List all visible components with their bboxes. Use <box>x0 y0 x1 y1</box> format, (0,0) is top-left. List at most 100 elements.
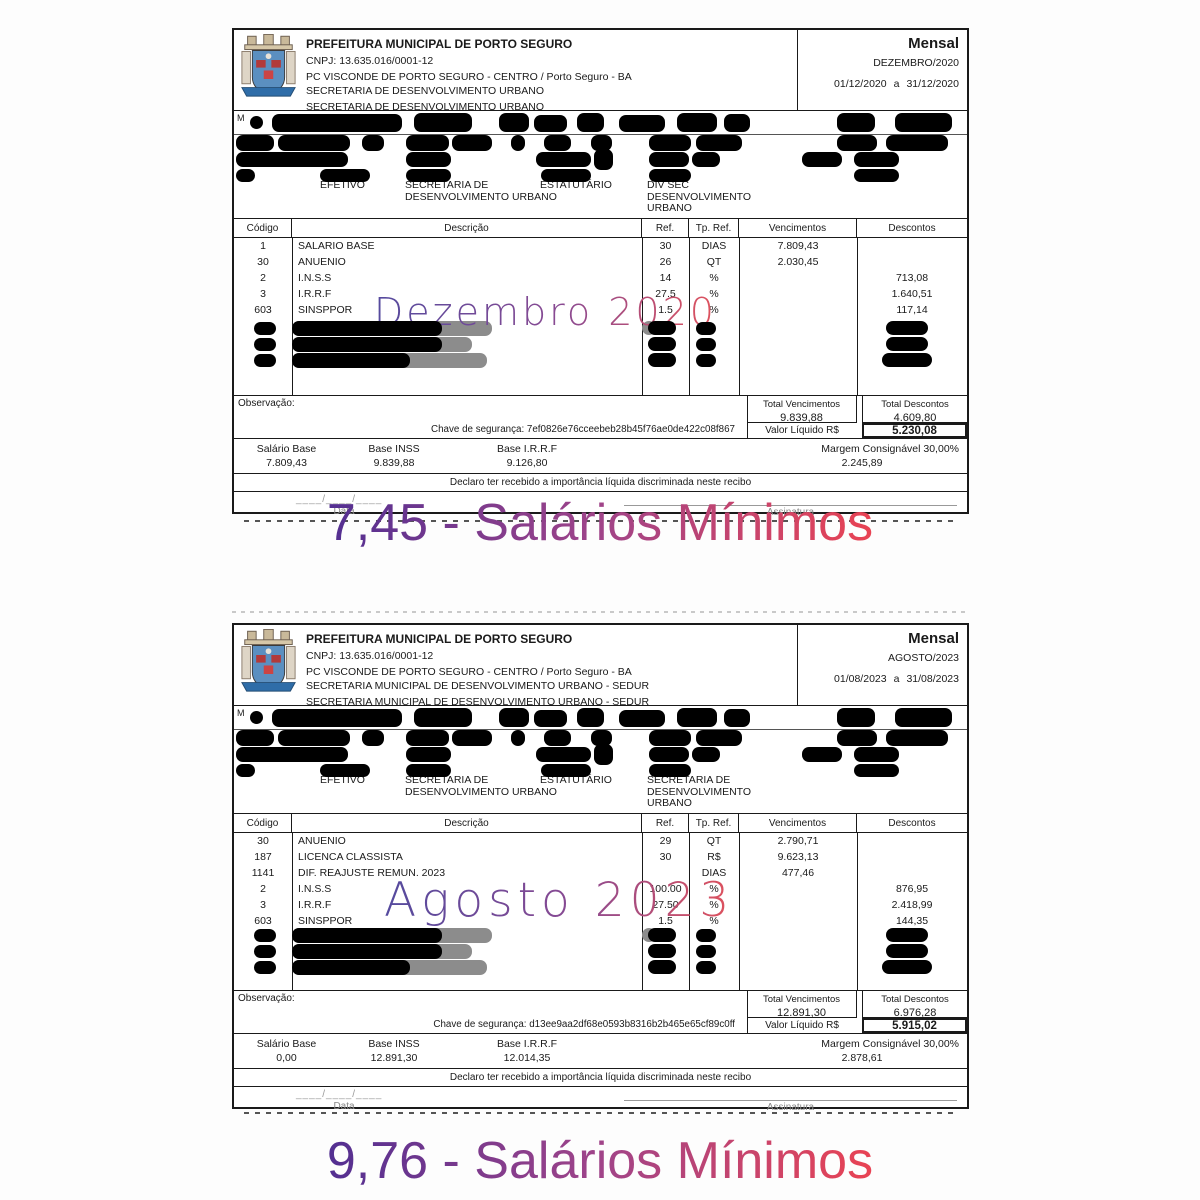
row-descr: I.R.R.F <box>298 288 332 300</box>
total-vencimentos-value: 12.891,30 <box>777 1007 826 1019</box>
redaction-bar <box>594 744 613 765</box>
row-desc: 1.640,51 <box>891 288 933 300</box>
date-end: 31/08/2023 <box>906 673 959 685</box>
redaction-bar <box>577 708 604 727</box>
redaction-bar <box>272 709 402 727</box>
redaction-bar <box>272 114 402 132</box>
date-blank: ____/____/____ <box>296 1089 383 1100</box>
total-descontos-value: 6.976,28 <box>893 1007 937 1019</box>
redaction-bar <box>591 135 612 151</box>
declaration-text: Declaro ter recebido a importância líqui… <box>449 1072 752 1083</box>
watermark-agosto-2023: Agosto 2023 <box>384 873 735 928</box>
redaction-bar <box>895 113 952 132</box>
redaction-bar <box>696 322 716 335</box>
redaction-bar <box>648 960 676 974</box>
redaction-bar <box>886 928 928 942</box>
redaction-bar <box>802 152 842 167</box>
totals-section: Observação: Chave de segurança: 7ef0826e… <box>234 396 967 439</box>
date-range: 01/08/2023 a 31/08/2023 <box>798 664 967 685</box>
redaction-bar <box>677 708 717 727</box>
row-code: 2 <box>260 272 266 284</box>
table-row: 1 SALARIO BASE 30 DIAS 7.809,43 <box>234 238 967 254</box>
redaction-bar <box>696 135 742 151</box>
bases-section: Salário Base Base INSS Base I.R.R.F Marg… <box>234 439 967 474</box>
row-tpref: DIAS <box>701 240 727 252</box>
base-inss-value: 9.839,88 <box>373 457 415 469</box>
row-ref: 27.50 <box>642 899 689 911</box>
redaction-bar <box>544 730 571 746</box>
row-venc: 2.030,45 <box>777 256 819 268</box>
redaction-bar <box>534 115 567 132</box>
redaction-bar <box>406 764 451 777</box>
row-descr: LICENCA CLASSISTA <box>298 851 403 863</box>
row-ref: 1.5 <box>642 915 689 927</box>
redaction-bar <box>278 135 350 151</box>
date-blank: ____/____/____ <box>296 494 382 505</box>
row-desc: 2.418,99 <box>891 899 933 911</box>
redaction-bar <box>591 730 612 746</box>
redaction-bar <box>414 708 472 727</box>
date-start: 01/12/2020 <box>834 78 887 90</box>
row-descr: I.R.R.F <box>298 899 332 911</box>
department-line1: SECRETARIA MUNICIPAL DE DESENVOLVIMENTO … <box>306 680 650 692</box>
row-code: 603 <box>254 915 272 927</box>
base-irrf-label: Base I.R.R.F <box>496 1038 558 1050</box>
table-column-divider <box>642 238 643 395</box>
base-inss-label: Base INSS <box>368 1038 420 1050</box>
redaction-bar <box>536 152 591 167</box>
col-descontos: Descontos <box>888 817 936 829</box>
row-ref: 26 <box>659 256 672 268</box>
row-venc: 7.809,43 <box>777 240 819 252</box>
declaration-row: Declaro ter recebido a importância líqui… <box>234 1069 967 1087</box>
table-row: 603 SINSPPOR 1.5% 144,35 <box>234 913 967 929</box>
security-key: Chave de segurança: 7ef0826e76cceebeb28b… <box>431 424 735 435</box>
table-row: 3 I.R.R.F 27.50% 2.418,99 <box>234 897 967 913</box>
separator-line <box>232 611 965 613</box>
total-vencimentos-box: Total Vencimentos 12.891,30 <box>747 991 857 1019</box>
doc-type: Mensal <box>908 35 959 52</box>
redaction-bar <box>452 730 492 746</box>
row-descr: ANUENIO <box>298 256 346 268</box>
table-column-divider <box>739 238 740 395</box>
table-row: 2 I.N.S.S 100.00% 876,95 <box>234 881 967 897</box>
totals-section: Observação: Chave de segurança: d13ee9aa… <box>234 991 967 1034</box>
payslip-header: PREFEITURA MUNICIPAL DE PORTO SEGURO CNP… <box>234 30 967 113</box>
redaction-bar <box>406 747 451 762</box>
row-code: 187 <box>254 851 272 863</box>
redaction-bar <box>236 135 274 151</box>
row-ref: 100.00 <box>642 883 689 895</box>
valor-liquido-label: Valor Líquido R$ <box>765 1020 839 1031</box>
observacao-label: Observação: <box>238 993 295 1004</box>
redaction-bar <box>406 169 451 182</box>
row-ref: 14 <box>659 272 672 284</box>
cnpj: CNPJ: 13.635.016/0001-12 <box>306 650 434 662</box>
row-descr: ANUENIO <box>298 835 346 847</box>
period: DEZEMBRO/2020 <box>873 57 959 69</box>
date-separator: a <box>893 673 900 685</box>
employee-redacted-section: M EFETIVO SECRETARIA DE DESENVOLVIMENTO … <box>234 706 967 814</box>
row-tpref: % <box>689 304 739 316</box>
redaction-bar <box>648 353 676 367</box>
redaction-bar <box>541 169 591 182</box>
redaction-bar <box>802 747 842 762</box>
base-inss-value: 12.891,30 <box>370 1052 418 1064</box>
redaction-bar <box>406 135 449 151</box>
cut-line <box>244 1112 958 1114</box>
table-row: 187 LICENCA CLASSISTA 30 R$ 9.623,13 <box>234 849 967 865</box>
caption-salarios-minimos-2020: 7,45 - Salários Mínimos <box>0 493 1200 553</box>
redaction-bar <box>854 169 899 182</box>
period: AGOSTO/2023 <box>887 652 959 664</box>
row-tpref: QT <box>706 835 722 847</box>
bond-label: EFETIVO <box>320 774 365 786</box>
redaction-bar <box>362 730 384 746</box>
redaction-bar <box>886 135 948 151</box>
table-column-divider <box>689 833 690 990</box>
redaction-bar <box>649 152 689 167</box>
org-info: PREFEITURA MUNICIPAL DE PORTO SEGURO CNP… <box>306 35 791 113</box>
redaction-bar <box>886 321 928 335</box>
bond-label: EFETIVO <box>320 179 365 191</box>
total-descontos-label: Total Descontos <box>881 399 949 410</box>
redacted-field-initial: M <box>237 708 245 718</box>
col-descricao: Descrição <box>292 814 642 832</box>
table-column-divider <box>739 833 740 990</box>
